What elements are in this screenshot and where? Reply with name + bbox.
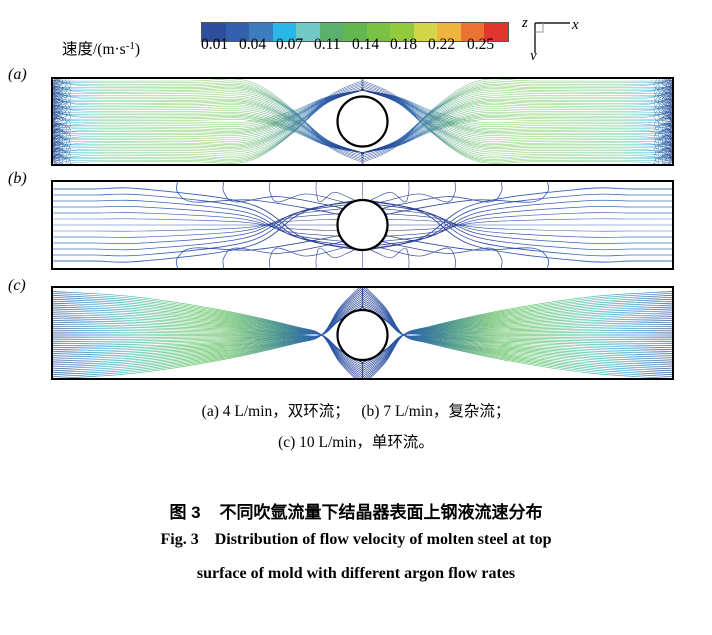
svg-text:z: z — [521, 15, 528, 31]
svg-text:x: x — [571, 17, 579, 33]
svg-text:y: y — [528, 48, 537, 60]
